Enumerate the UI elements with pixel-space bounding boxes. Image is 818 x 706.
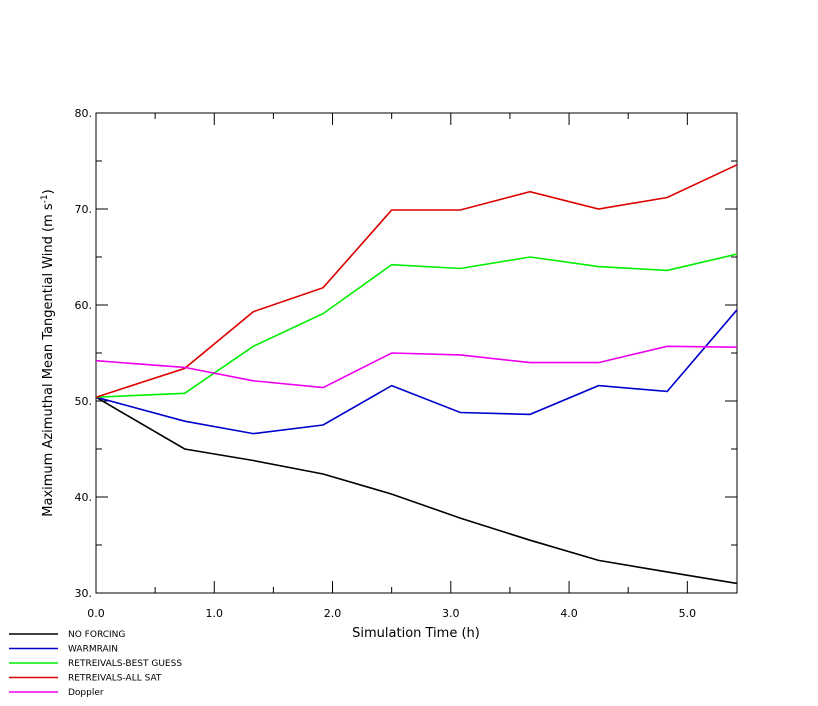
legend-label-no-forcing: NO FORCING bbox=[68, 630, 125, 640]
y-tick-label: 60. bbox=[75, 299, 93, 312]
y-tick-labels: 30. 40. 50. 60. 70. 80. bbox=[75, 107, 93, 600]
y-tick-label: 30. bbox=[75, 587, 93, 600]
y-tick-label: 50. bbox=[75, 395, 93, 408]
legend-label-doppler: Doppler bbox=[68, 688, 104, 698]
series-line-warmrain bbox=[95, 309, 738, 435]
x-tick-label: 4.0 bbox=[560, 607, 578, 620]
y-tick-label: 70. bbox=[75, 203, 93, 216]
x-axis-title: Simulation Time (h) bbox=[352, 626, 480, 641]
x-tick-label: 3.0 bbox=[442, 607, 460, 620]
series-line-doppler bbox=[95, 345, 738, 389]
y-axis-title-superscript: -1 bbox=[40, 194, 50, 203]
series-lines bbox=[95, 164, 738, 585]
series-line-no-forcing bbox=[95, 396, 738, 585]
x-tick-label: 2.0 bbox=[324, 607, 342, 620]
x-tick-label: 5.0 bbox=[679, 607, 697, 620]
legend-label-warmrain: WARMRAIN bbox=[68, 645, 118, 655]
x-tick-labels: 0.0 1.0 2.0 3.0 4.0 5.0 bbox=[87, 607, 696, 620]
x-tick-label: 1.0 bbox=[206, 607, 224, 620]
series-line-retreivals-best-guess bbox=[95, 253, 738, 398]
x-tick-label: 0.0 bbox=[87, 607, 105, 620]
legend-label-retreivals-all-sat: RETREIVALS-ALL SAT bbox=[68, 674, 162, 684]
series-line-retreivals-all-sat bbox=[95, 164, 738, 398]
y-tick-label: 40. bbox=[75, 491, 93, 504]
axis-ticks bbox=[95, 112, 737, 594]
y-axis-title: Maximum Azimuthal Mean Tangential Wind (… bbox=[40, 189, 56, 516]
legend-label-retreivals-best-guess: RETREIVALS-BEST GUESS bbox=[68, 659, 182, 669]
y-axis-title-close: ) bbox=[41, 189, 56, 194]
y-axis-title-main: Maximum Azimuthal Mean Tangential Wind (… bbox=[41, 203, 56, 517]
y-tick-label: 80. bbox=[75, 107, 93, 120]
legend: NO FORCING WARMRAIN RETREIVALS-BEST GUESS R… bbox=[9, 630, 182, 698]
